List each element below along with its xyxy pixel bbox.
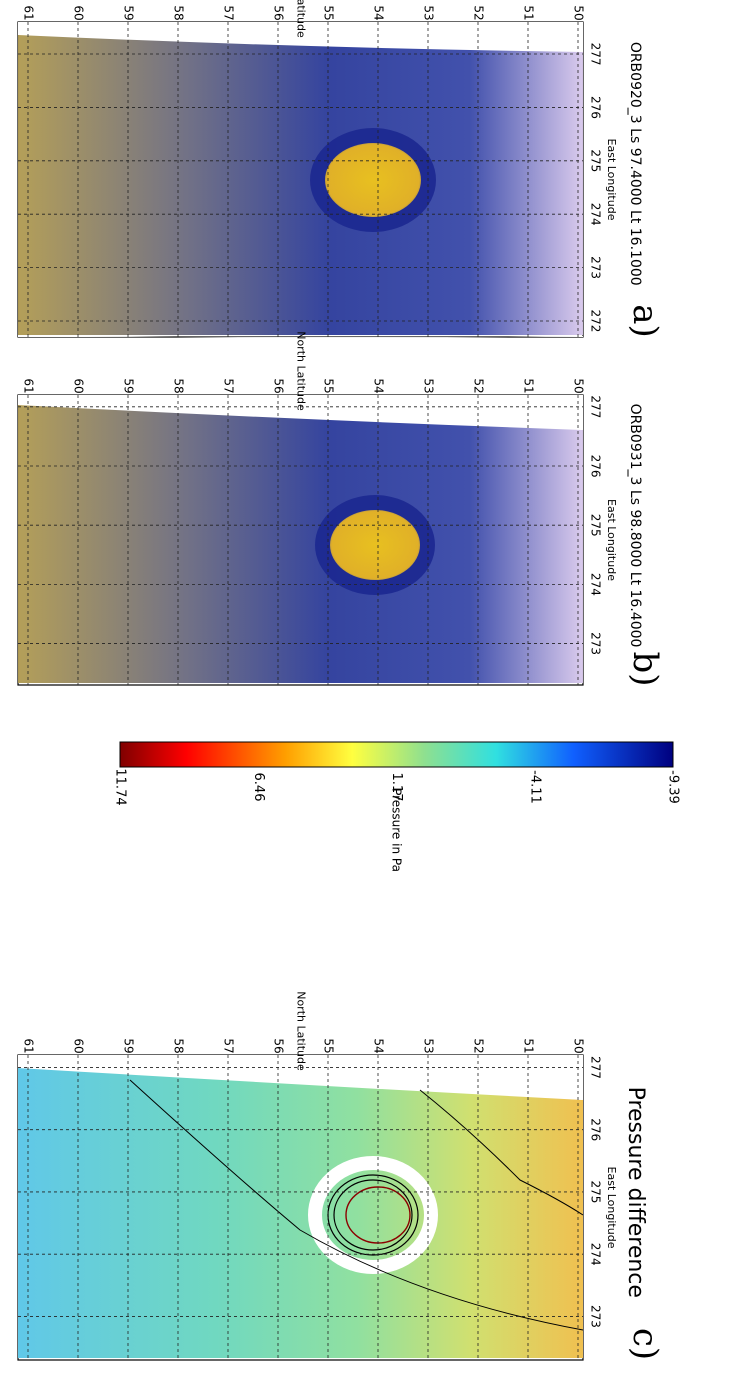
lon-tick-label: 276 <box>589 1118 603 1141</box>
y-axis-title: North Latitude <box>295 331 308 411</box>
lon-tick-label: 274 <box>589 1243 603 1266</box>
colorbar-tick-label: 11.74 <box>113 768 128 805</box>
colorbar-strip <box>120 742 673 767</box>
panel-caption: Pressure difference <box>623 1087 648 1298</box>
lat-tick-label: 54 <box>372 1038 386 1053</box>
panel-c-swath <box>18 1068 583 1358</box>
lat-tick-label: 60 <box>72 1038 86 1053</box>
lat-tick-label: 55 <box>322 378 336 393</box>
lon-tick-label: 274 <box>589 203 603 226</box>
panel-a-swath <box>18 35 583 335</box>
lat-tick-label: 57 <box>222 378 236 393</box>
lat-tick-label: 56 <box>272 1038 286 1053</box>
lat-tick-label: 56 <box>272 5 286 20</box>
lat-tick-label: 58 <box>172 1038 186 1053</box>
colorbar-label: Pressure in Pa <box>390 788 404 872</box>
lat-tick-label: 50 <box>572 378 586 393</box>
lat-tick-label: 57 <box>222 5 236 20</box>
lat-tick-label: 58 <box>172 5 186 20</box>
y-axis-title: North Latitude <box>295 991 308 1071</box>
lon-tick-label: 273 <box>589 632 603 655</box>
lon-tick-label: 276 <box>589 455 603 478</box>
lon-tick-label: 277 <box>589 395 603 418</box>
panel-c: 50 51 52 53 54 55 56 57 58 59 60 61 273 274 275 276 277 <box>18 1038 603 1360</box>
panel-caption: ORB0931_3 Ls 98.8000 Lt 16.4000 <box>627 404 643 648</box>
lon-tick-label: 272 <box>589 310 603 333</box>
panel-letter: b) <box>625 651 665 686</box>
lon-tick-label: 273 <box>589 1305 603 1328</box>
lon-tick-label: 275 <box>589 1180 603 1203</box>
lat-tick-label: 60 <box>72 5 86 20</box>
lat-tick-label: 54 <box>372 378 386 393</box>
colorbar-tick-label: -9.39 <box>666 770 681 804</box>
colorbar-tick-label: -4.11 <box>527 770 542 804</box>
lat-tick-label: 53 <box>422 5 436 20</box>
lat-tick-label: 61 <box>22 5 36 20</box>
lat-tick-label: 52 <box>472 378 486 393</box>
panel-b-cap <box>330 510 420 580</box>
panel-c-x-ticks: 273 274 275 276 277 <box>589 1056 603 1328</box>
lat-tick-label: 60 <box>72 378 86 393</box>
panel-letter: c) <box>625 1328 665 1360</box>
lat-tick-label: 59 <box>122 378 136 393</box>
panel-a-cap <box>325 143 421 217</box>
lat-tick-label: 59 <box>122 5 136 20</box>
panel-b-swath <box>18 405 583 683</box>
lat-tick-label: 57 <box>222 1038 236 1053</box>
lat-tick-label: 50 <box>572 1038 586 1053</box>
panel-letter: a) <box>625 304 665 338</box>
lon-tick-label: 277 <box>589 43 603 66</box>
lat-tick-label: 53 <box>422 378 436 393</box>
panel-a-x-ticks: 272 273 274 275 276 277 <box>589 43 603 333</box>
lat-tick-label: 51 <box>522 378 536 393</box>
lon-tick-label: 277 <box>589 1056 603 1079</box>
lon-tick-label: 275 <box>589 149 603 172</box>
colorbar-tick-label: 6.46 <box>251 773 266 802</box>
lat-tick-label: 58 <box>172 378 186 393</box>
panel-b-x-ticks: 273 274 275 276 277 <box>589 395 603 655</box>
lon-tick-label: 274 <box>589 573 603 596</box>
x-axis-title: East Longitude <box>605 499 618 581</box>
lat-tick-label: 59 <box>122 1038 136 1053</box>
lat-tick-label: 52 <box>472 5 486 20</box>
x-axis-title: East Longitude <box>605 139 618 221</box>
panel-caption: ORB0920_3 Ls 97.4000 Lt 16.1000 <box>627 42 643 286</box>
lat-tick-label: 51 <box>522 1038 536 1053</box>
lon-tick-label: 276 <box>589 96 603 119</box>
y-axis-title: North Latitude <box>295 0 308 38</box>
panel-b: 50 51 52 53 54 55 56 57 58 59 60 61 273 274 275 276 277 <box>18 378 603 685</box>
lat-tick-label: 52 <box>472 1038 486 1053</box>
lat-tick-label: 61 <box>22 1038 36 1053</box>
lat-tick-label: 61 <box>22 378 36 393</box>
panel-a: 50 51 52 53 54 55 56 57 58 59 60 61 272 273 274 275 276… <box>18 5 603 337</box>
lon-tick-label: 273 <box>589 256 603 279</box>
lat-tick-label: 55 <box>322 5 336 20</box>
lat-tick-label: 56 <box>272 378 286 393</box>
lat-tick-label: 53 <box>422 1038 436 1053</box>
lat-tick-label: 54 <box>372 5 386 20</box>
lat-tick-label: 55 <box>322 1038 336 1053</box>
panel-a-map: 50 51 52 53 54 55 56 57 58 59 60 61 272 273 274 275 276… <box>18 5 603 337</box>
lon-tick-label: 275 <box>589 514 603 537</box>
lat-tick-label: 50 <box>572 5 586 20</box>
lat-tick-label: 51 <box>522 5 536 20</box>
x-axis-title: East Longitude <box>605 1167 618 1249</box>
